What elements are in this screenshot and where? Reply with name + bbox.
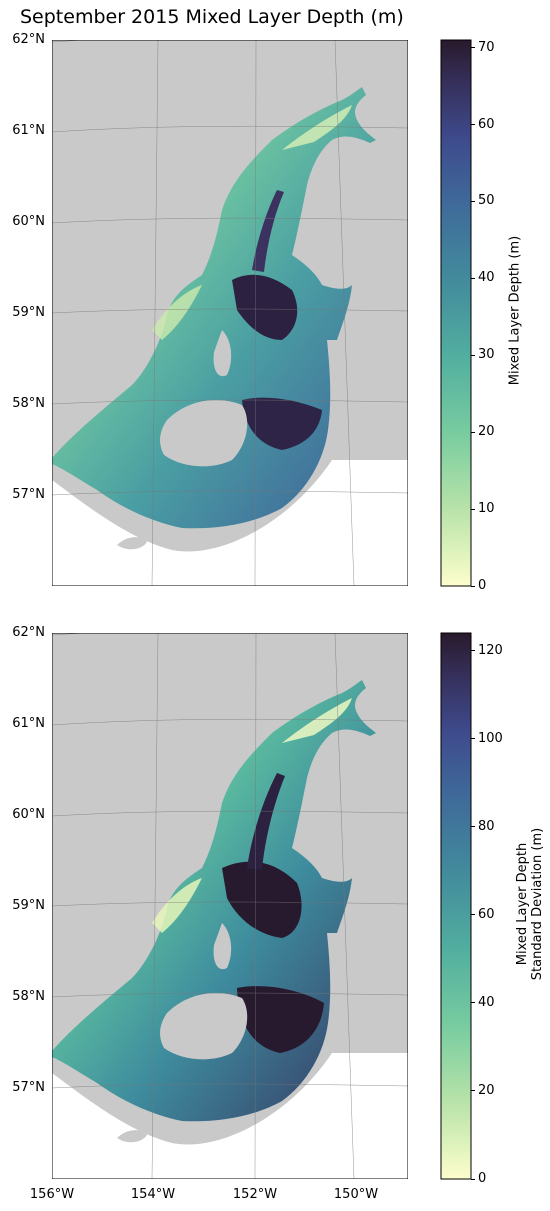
lat-label: 57°N: [12, 487, 45, 502]
colorbar-tick-label: 20: [478, 1082, 495, 1098]
lon-label: 156°W: [29, 1187, 75, 1202]
lat-label: 59°N: [12, 898, 45, 913]
unmapped-area-right: [172, 1053, 408, 1179]
colorbar-tick-mark: [471, 200, 475, 202]
colorbar-label-mld: Mixed Layer Depth (m): [507, 235, 523, 386]
peninsula: [213, 330, 232, 377]
colorbar-tick-label: 80: [478, 818, 495, 834]
peninsula: [213, 923, 232, 970]
colorbar-tick-mark: [471, 914, 475, 916]
lat-label: 60°N: [12, 214, 45, 229]
colorbar-tick-mark: [471, 1002, 475, 1004]
lat-label: 61°N: [12, 123, 45, 138]
colorbar-label-line: Mixed Layer Depth: [515, 842, 530, 966]
unmapped-area: [52, 480, 172, 586]
colorbar-tick-mark: [471, 277, 475, 279]
island: [117, 1130, 147, 1143]
colorbar-tick-mark: [471, 354, 475, 356]
island: [117, 537, 147, 550]
colorbar-tick-label: 70: [478, 39, 495, 55]
colorbar-tick-mark: [471, 826, 475, 828]
colorbar-tick-label: 60: [478, 116, 495, 132]
colorbar-tick-label: 100: [478, 730, 503, 746]
lat-label: 58°N: [12, 396, 45, 411]
map-mld-std: [52, 633, 408, 1179]
colorbar-tick-mark: [471, 650, 475, 652]
lon-label: 154°W: [130, 1187, 176, 1202]
colorbar-tick-label: 30: [478, 347, 495, 363]
graticule: [52, 40, 408, 586]
lon-label: 152°W: [232, 1187, 278, 1202]
deep-channel: [247, 773, 285, 870]
colorbar-tick-mark: [471, 738, 475, 740]
deep-shelikof: [237, 986, 324, 1053]
lat-label: 59°N: [12, 305, 45, 320]
colorbar-tick-mark: [471, 47, 475, 49]
colorbar-tick-mark: [471, 124, 475, 126]
unmapped-area: [52, 1073, 172, 1179]
colorbar-mld: [440, 39, 472, 587]
graticule: [52, 633, 408, 1179]
colorbar-tick-mark: [471, 585, 475, 587]
lat-label: 60°N: [12, 807, 45, 822]
deep-shelikof: [242, 397, 322, 450]
shelf-shallow-north: [282, 698, 352, 743]
colorbar-mld-std: [440, 632, 472, 1180]
lon-label: 150°W: [333, 1187, 379, 1202]
shelf-shallow-north: [282, 105, 352, 150]
deep-channel: [252, 190, 284, 272]
colorbar-label-mld-std: Mixed Layer Depth Standard Deviation (m): [515, 809, 545, 999]
lat-label: 62°N: [12, 625, 45, 640]
lat-label: 61°N: [12, 716, 45, 731]
colorbar-tick-label: 40: [478, 994, 495, 1010]
deep-core: [222, 861, 302, 938]
colorbar-tick-label: 0: [478, 1171, 487, 1186]
colorbar-tick-mark: [471, 431, 475, 433]
colorbar-tick-label: 20: [478, 424, 495, 440]
colorbar-label-line: Standard Deviation (m): [530, 827, 545, 981]
colorbar-tick-label: 10: [478, 501, 495, 517]
colorbar-tick-label: 40: [478, 270, 495, 286]
colorbar-tick-label: 0: [478, 578, 487, 593]
colorbar-tick-mark: [471, 1178, 475, 1180]
colorbar-tick-label: 120: [478, 642, 503, 658]
lat-label: 58°N: [12, 989, 45, 1004]
kodiak-island: [160, 400, 248, 467]
shelf-shallow: [152, 878, 202, 933]
map-mld: [52, 40, 408, 586]
colorbar-tick-label: 60: [478, 906, 495, 922]
deep-core: [232, 274, 298, 340]
kodiak-island: [160, 993, 248, 1060]
colorbar-tick-mark: [471, 1090, 475, 1092]
lat-label: 57°N: [12, 1080, 45, 1095]
colorbar-tick-label: 50: [478, 193, 495, 209]
figure-title: September 2015 Mixed Layer Depth (m): [20, 6, 404, 28]
colorbar-tick-mark: [471, 508, 475, 510]
shelf-shallow: [152, 285, 202, 340]
lat-label: 62°N: [12, 32, 45, 47]
unmapped-area-right: [172, 460, 408, 586]
